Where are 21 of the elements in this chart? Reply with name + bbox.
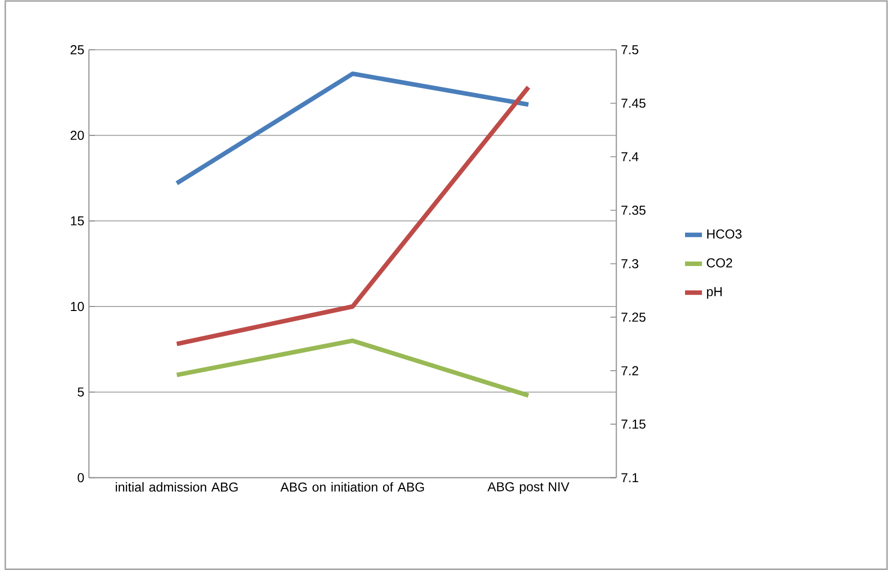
x-tick-label: initial admission ABG <box>116 482 238 492</box>
y-tick-label: 25 <box>70 45 84 54</box>
y2-tick-label: 7.15 <box>622 420 646 429</box>
x-tick-label: ABG post NIV <box>487 482 570 494</box>
x-tick-label: ABG on initiation of ABG <box>280 482 424 492</box>
y2-tick-label: 7.2 <box>622 366 638 376</box>
y-tick-label: 20 <box>70 130 84 140</box>
y-tick-label: 15 <box>70 216 84 226</box>
y-tick-label: 5 <box>78 387 84 396</box>
y2-tick-label: 7.25 <box>622 312 646 322</box>
y2-tick-label: 7.4 <box>622 152 638 162</box>
y2-tick-label: 7.5 <box>622 45 638 54</box>
y2-tick-label: 7.3 <box>622 259 638 268</box>
y-tick-label: 10 <box>70 302 84 311</box>
legend-label: CO2 <box>706 258 732 268</box>
legend-label: pH <box>707 287 722 299</box>
y2-tick-label: 7.45 <box>622 98 646 108</box>
y-tick-label: 0 <box>78 472 84 482</box>
y2-tick-label: 7.1 <box>622 473 638 482</box>
legend-label: HCO3 <box>707 229 742 238</box>
y2-tick-label: 7.35 <box>622 206 646 215</box>
